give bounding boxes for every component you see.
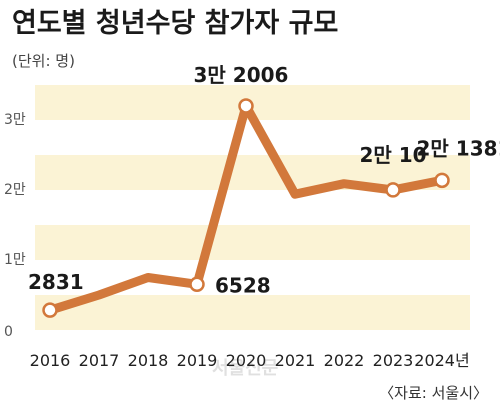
y-tick-label: 1만	[4, 252, 26, 268]
data-label: 6528	[215, 273, 271, 297]
x-tick-label: 2018	[128, 351, 169, 370]
data-point	[191, 278, 204, 291]
data-point	[436, 174, 449, 187]
data-point	[240, 99, 253, 112]
y-tick-label: 0	[4, 324, 13, 340]
data-label: 3만 2006	[194, 63, 289, 87]
y-axis: 0 1만 2만 3만	[4, 112, 26, 340]
x-tick-label: 2022	[324, 351, 365, 370]
chart-title: 연도별 청년수당 참가자 규모	[12, 8, 338, 39]
y-tick-label: 3만	[4, 112, 26, 128]
x-tick-label: 2020	[226, 351, 267, 370]
data-label: 2만 1381	[417, 136, 500, 160]
band	[35, 295, 470, 330]
x-tick-label: 2021	[275, 351, 316, 370]
x-tick-label: 2016	[30, 351, 71, 370]
x-tick-label: 2017	[79, 351, 120, 370]
data-point	[44, 304, 57, 317]
data-label: 2831	[28, 270, 84, 294]
y-tick-label: 2만	[4, 182, 26, 198]
band	[35, 225, 470, 260]
source-note: 〈자료: 서울시〉	[379, 384, 488, 402]
unit-note: (단위: 명)	[12, 52, 75, 70]
x-axis: 2016 2017 2018 2019 2020 2021 2022 2023 2024년	[30, 351, 470, 370]
x-tick-label: 2024년	[414, 351, 469, 370]
x-tick-label: 2019	[177, 351, 218, 370]
x-tick-label: 2023	[373, 351, 414, 370]
data-point	[387, 183, 400, 196]
